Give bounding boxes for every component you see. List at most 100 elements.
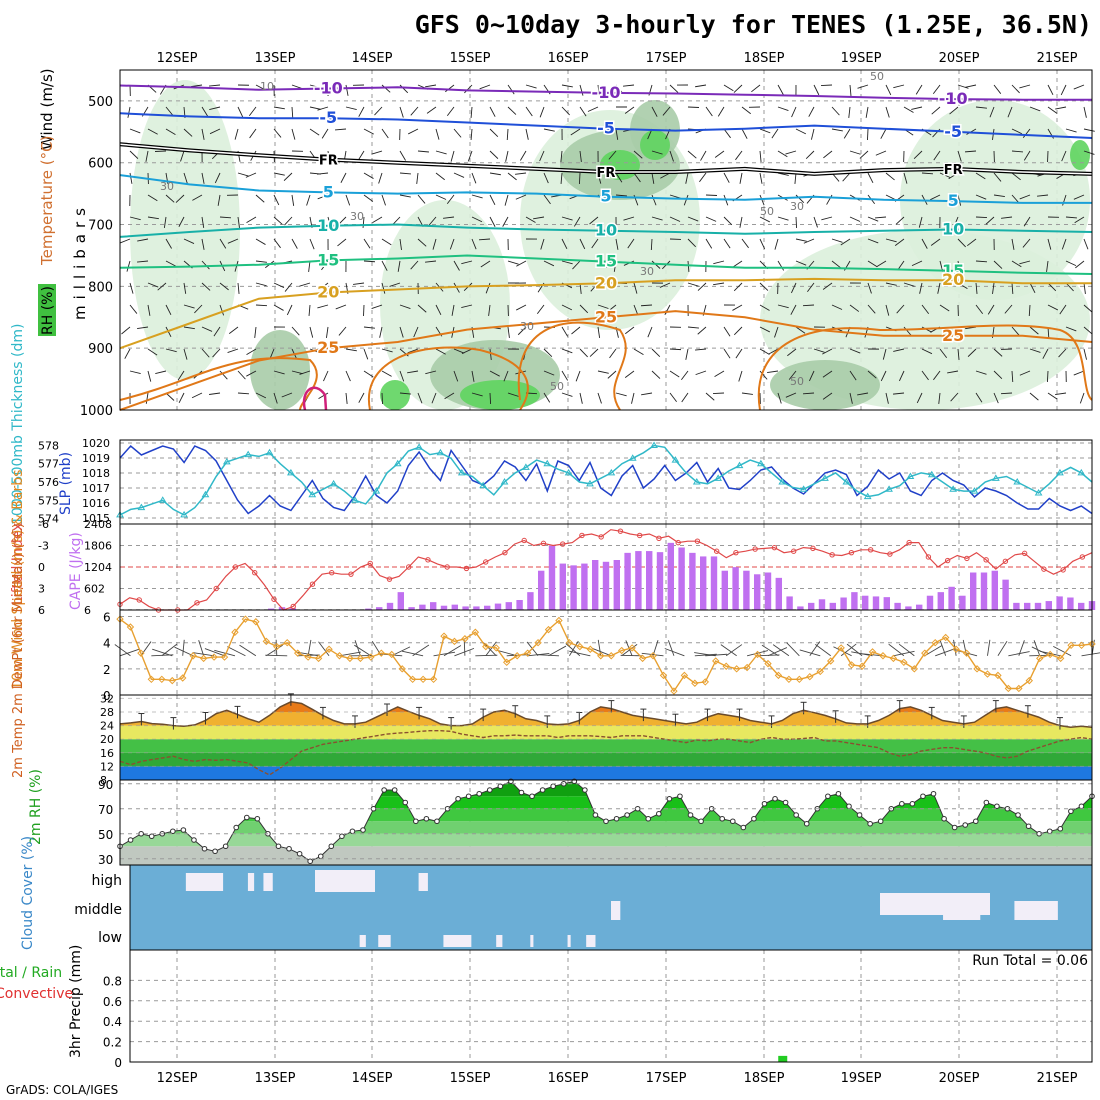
wind-barb [273,392,278,404]
wind-barb [489,150,499,159]
wind-barb [1029,392,1039,401]
wind-barb [659,282,671,288]
wind-barb [1083,106,1087,118]
lifted-index-marker [925,554,932,560]
wind-speed-marker [607,652,615,660]
wind-barb [121,326,131,335]
wind-barb [540,238,545,250]
wind-barb [246,216,257,223]
cape-bar [440,605,448,610]
wind-barb [255,238,266,245]
rh-shading-area [1070,140,1090,170]
wind-barb [209,106,221,110]
wind-barb [777,392,782,404]
surface-wind-barb [443,645,462,657]
wind-barb [700,150,707,161]
wind-speed-marker [168,676,176,685]
cape-tick-label: 1204 [84,561,112,574]
wind-barb [237,370,246,380]
wind-speed-marker [398,665,406,673]
wind-barb [201,348,210,358]
wind-barb [1011,260,1022,268]
thickness-marker [201,490,210,498]
wind-barb [209,128,221,135]
lifted-index-marker [733,549,739,556]
wind-barb [317,172,329,175]
wind-speed-marker [220,653,229,661]
wind-barb [1011,150,1023,153]
wind-barb [561,84,573,88]
wind-barb [1019,194,1031,200]
lifted-index-marker [502,549,508,556]
cape-bar [429,602,437,610]
cape-bar [959,595,966,610]
wind-speed-marker [189,652,197,660]
wind-barb [137,326,149,329]
lifted-index-marker [406,564,412,570]
surface-wind-barb [840,643,857,657]
wind-barb [335,128,347,131]
wind-barb [788,370,797,380]
wind-barb [803,238,815,244]
wind-speed-marker [753,650,762,659]
wind-barb [374,106,383,116]
thickness-marker [628,454,637,461]
cape-bar [494,603,502,610]
wind-barb [561,260,573,265]
wind-speed-marker [712,657,720,665]
wind-barb [882,348,887,360]
rh-marker [899,800,905,807]
wind-barb [543,348,553,357]
cape-tick-label: 6 [84,604,91,617]
wind-barb [321,260,329,271]
wind-barb [849,304,860,312]
wind-barb [1065,326,1077,332]
wind-barb [273,370,285,375]
cape-bar [527,592,534,610]
wind-barb [735,150,743,161]
wind-barb [777,304,789,309]
rh-contour-label: 50 [760,205,774,218]
wind-barb [399,370,405,382]
wind-barb [937,282,941,294]
thickness-marker [607,468,616,476]
wind-tick-label: 4 [103,637,111,651]
wind-barb [471,194,483,199]
lifted-index-marker [252,570,258,576]
temperature-contour [119,254,1093,275]
rh-band [120,846,1092,865]
rh-marker [719,815,726,822]
wind-speed-marker [774,671,783,680]
wind-barb [687,150,697,159]
thickness-marker [692,478,701,485]
wind-barb [938,392,941,404]
rh-marker [656,810,662,817]
rh-marker [148,833,155,840]
wind-barb [1059,304,1067,315]
contour-label: 15 [595,252,617,271]
thickness-marker [1056,468,1064,476]
ylabel-temp: 2m Temp 2m DewPt (6hr Min/Max) (°C) [11,523,26,778]
wind-barb [317,106,329,111]
wind-barb [695,84,707,88]
rh-marker [687,812,694,818]
wind-barb [859,150,869,159]
rh-marker [930,790,937,797]
wind-barb [1061,150,1067,162]
lifted-index-marker [194,600,200,606]
temperature-contour [119,277,1092,350]
thickness-marker [586,479,594,487]
wind-barb [201,260,210,270]
wind-barb [714,370,725,378]
wind-barb [1019,370,1031,376]
wind-speed-marker [983,670,992,678]
wind-barb [695,348,707,351]
wind-barb [479,84,491,90]
wind-barb [794,172,797,184]
wind-barb [805,150,815,160]
wind-barb [381,348,393,353]
cloud-block-high [418,873,428,891]
wind-barb [489,216,496,227]
slp-tick-label: 1015 [82,512,110,525]
wind-barb [867,172,874,184]
